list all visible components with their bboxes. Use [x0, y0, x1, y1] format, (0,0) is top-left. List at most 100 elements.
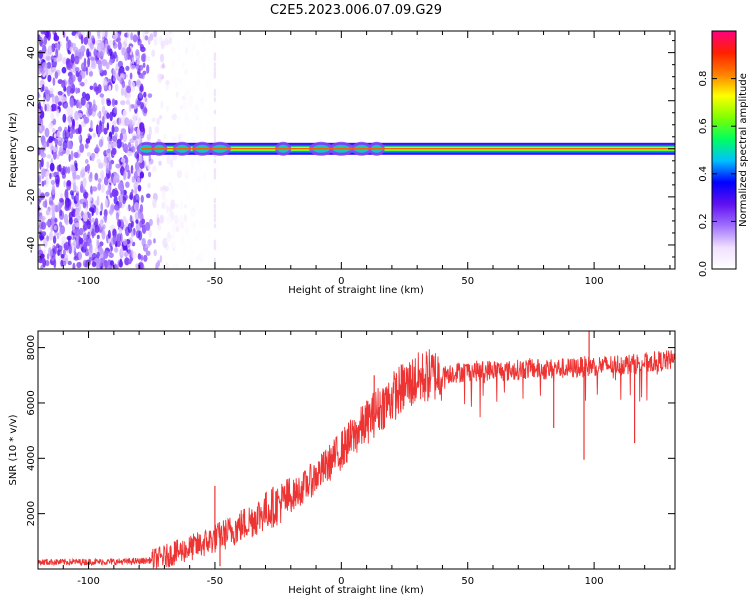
snr-frame	[37, 330, 676, 570]
noise-speckle	[66, 180, 72, 187]
noise-speckle	[215, 120, 219, 131]
noise-speckle	[137, 34, 141, 43]
noise-speckle	[114, 173, 120, 182]
noise-speckle	[112, 68, 117, 77]
noise-speckle	[113, 106, 118, 114]
noise-speckle	[148, 154, 151, 162]
noise-speckle	[131, 64, 136, 70]
noise-speckle	[109, 207, 113, 216]
noise-speckle	[54, 71, 59, 79]
noise-speckle	[57, 249, 60, 257]
noise-speckle	[133, 202, 140, 212]
spectrogram-x-tick-label: 50	[461, 276, 474, 287]
colorbar-tick-label: 0.8	[698, 71, 709, 87]
noise-speckle	[216, 54, 220, 60]
noise-speckle	[157, 73, 163, 80]
noise-speckle	[173, 214, 179, 224]
noise-speckle	[54, 218, 58, 223]
noise-speckle	[93, 48, 97, 57]
noise-speckle	[109, 260, 114, 266]
noise-speckle	[163, 185, 170, 192]
noise-speckle	[209, 90, 216, 99]
noise-speckle	[51, 43, 56, 53]
noise-speckle	[136, 127, 140, 135]
noise-speckle	[144, 221, 151, 231]
noise-speckle	[124, 37, 128, 45]
noise-speckle	[118, 67, 121, 77]
noise-speckle	[117, 41, 122, 50]
noise-speckle	[112, 120, 117, 127]
noise-speckle	[196, 110, 201, 116]
noise-speckle	[203, 31, 208, 36]
noise-speckle	[38, 68, 42, 75]
noise-speckle	[53, 133, 57, 139]
noise-speckle	[96, 234, 100, 240]
noise-speckle	[98, 162, 104, 169]
noise-speckle	[141, 72, 145, 80]
noise-speckle	[115, 211, 120, 221]
noise-speckle	[191, 86, 197, 94]
noise-speckle	[184, 225, 190, 236]
noise-speckle	[197, 77, 201, 87]
noise-speckle	[209, 160, 215, 165]
noise-speckle	[45, 209, 50, 216]
noise-speckle	[83, 232, 87, 240]
noise-speckle	[159, 53, 165, 63]
noise-speckle	[78, 135, 81, 141]
noise-speckle	[131, 133, 138, 143]
noise-speckle	[70, 53, 75, 64]
noise-speckle	[47, 45, 53, 55]
noise-speckle	[77, 99, 81, 108]
noise-speckle	[156, 217, 160, 226]
noise-speckle	[124, 51, 129, 61]
noise-speckle	[102, 77, 107, 85]
noise-speckle	[86, 152, 91, 157]
noise-speckle	[80, 96, 86, 106]
noise-speckle	[137, 184, 142, 192]
noise-speckle	[42, 97, 46, 106]
noise-speckle	[101, 96, 105, 106]
noise-speckle	[109, 48, 113, 57]
noise-speckle	[146, 193, 151, 199]
noise-speckle	[213, 172, 217, 178]
noise-speckle	[83, 181, 86, 187]
spectrogram-y-tick-label: 20	[26, 94, 37, 107]
noise-speckle	[201, 177, 205, 186]
noise-speckle	[138, 91, 143, 99]
noise-speckle	[145, 250, 151, 256]
noise-speckle	[182, 101, 188, 111]
noise-speckle	[162, 134, 167, 140]
colorbar-label: Normalized spectral amplitude	[738, 73, 749, 227]
noise-speckle	[114, 132, 118, 138]
noise-speckle	[196, 50, 200, 56]
noise-speckle	[111, 98, 116, 107]
noise-speckle	[71, 208, 77, 218]
noise-speckle	[75, 87, 79, 94]
noise-speckle	[89, 242, 92, 250]
noise-speckle	[40, 152, 47, 158]
noise-speckle	[40, 253, 45, 259]
snr-x-tick-label: 100	[585, 576, 604, 587]
noise-speckle	[91, 186, 98, 192]
noise-speckle	[208, 101, 213, 111]
noise-speckle	[202, 64, 207, 72]
noise-speckle	[180, 201, 184, 210]
noise-speckle	[61, 80, 66, 88]
noise-speckle	[207, 110, 214, 118]
snr-x-tick-label: 0	[338, 576, 344, 587]
noise-speckle	[50, 112, 55, 121]
noise-speckle	[214, 117, 220, 123]
noise-speckle	[96, 195, 100, 206]
noise-speckle	[41, 80, 45, 86]
noise-speckle	[166, 154, 171, 165]
noise-speckle	[179, 215, 185, 225]
noise-speckle	[127, 141, 132, 149]
noise-speckle	[95, 260, 101, 269]
colorbar-tick-label: 0.2	[698, 213, 709, 229]
noise-speckle	[137, 68, 141, 75]
noise-speckle	[179, 222, 185, 229]
noise-speckle	[99, 93, 105, 98]
noise-speckle	[170, 233, 176, 240]
noise-speckle	[103, 127, 108, 135]
noise-speckle	[50, 103, 57, 112]
